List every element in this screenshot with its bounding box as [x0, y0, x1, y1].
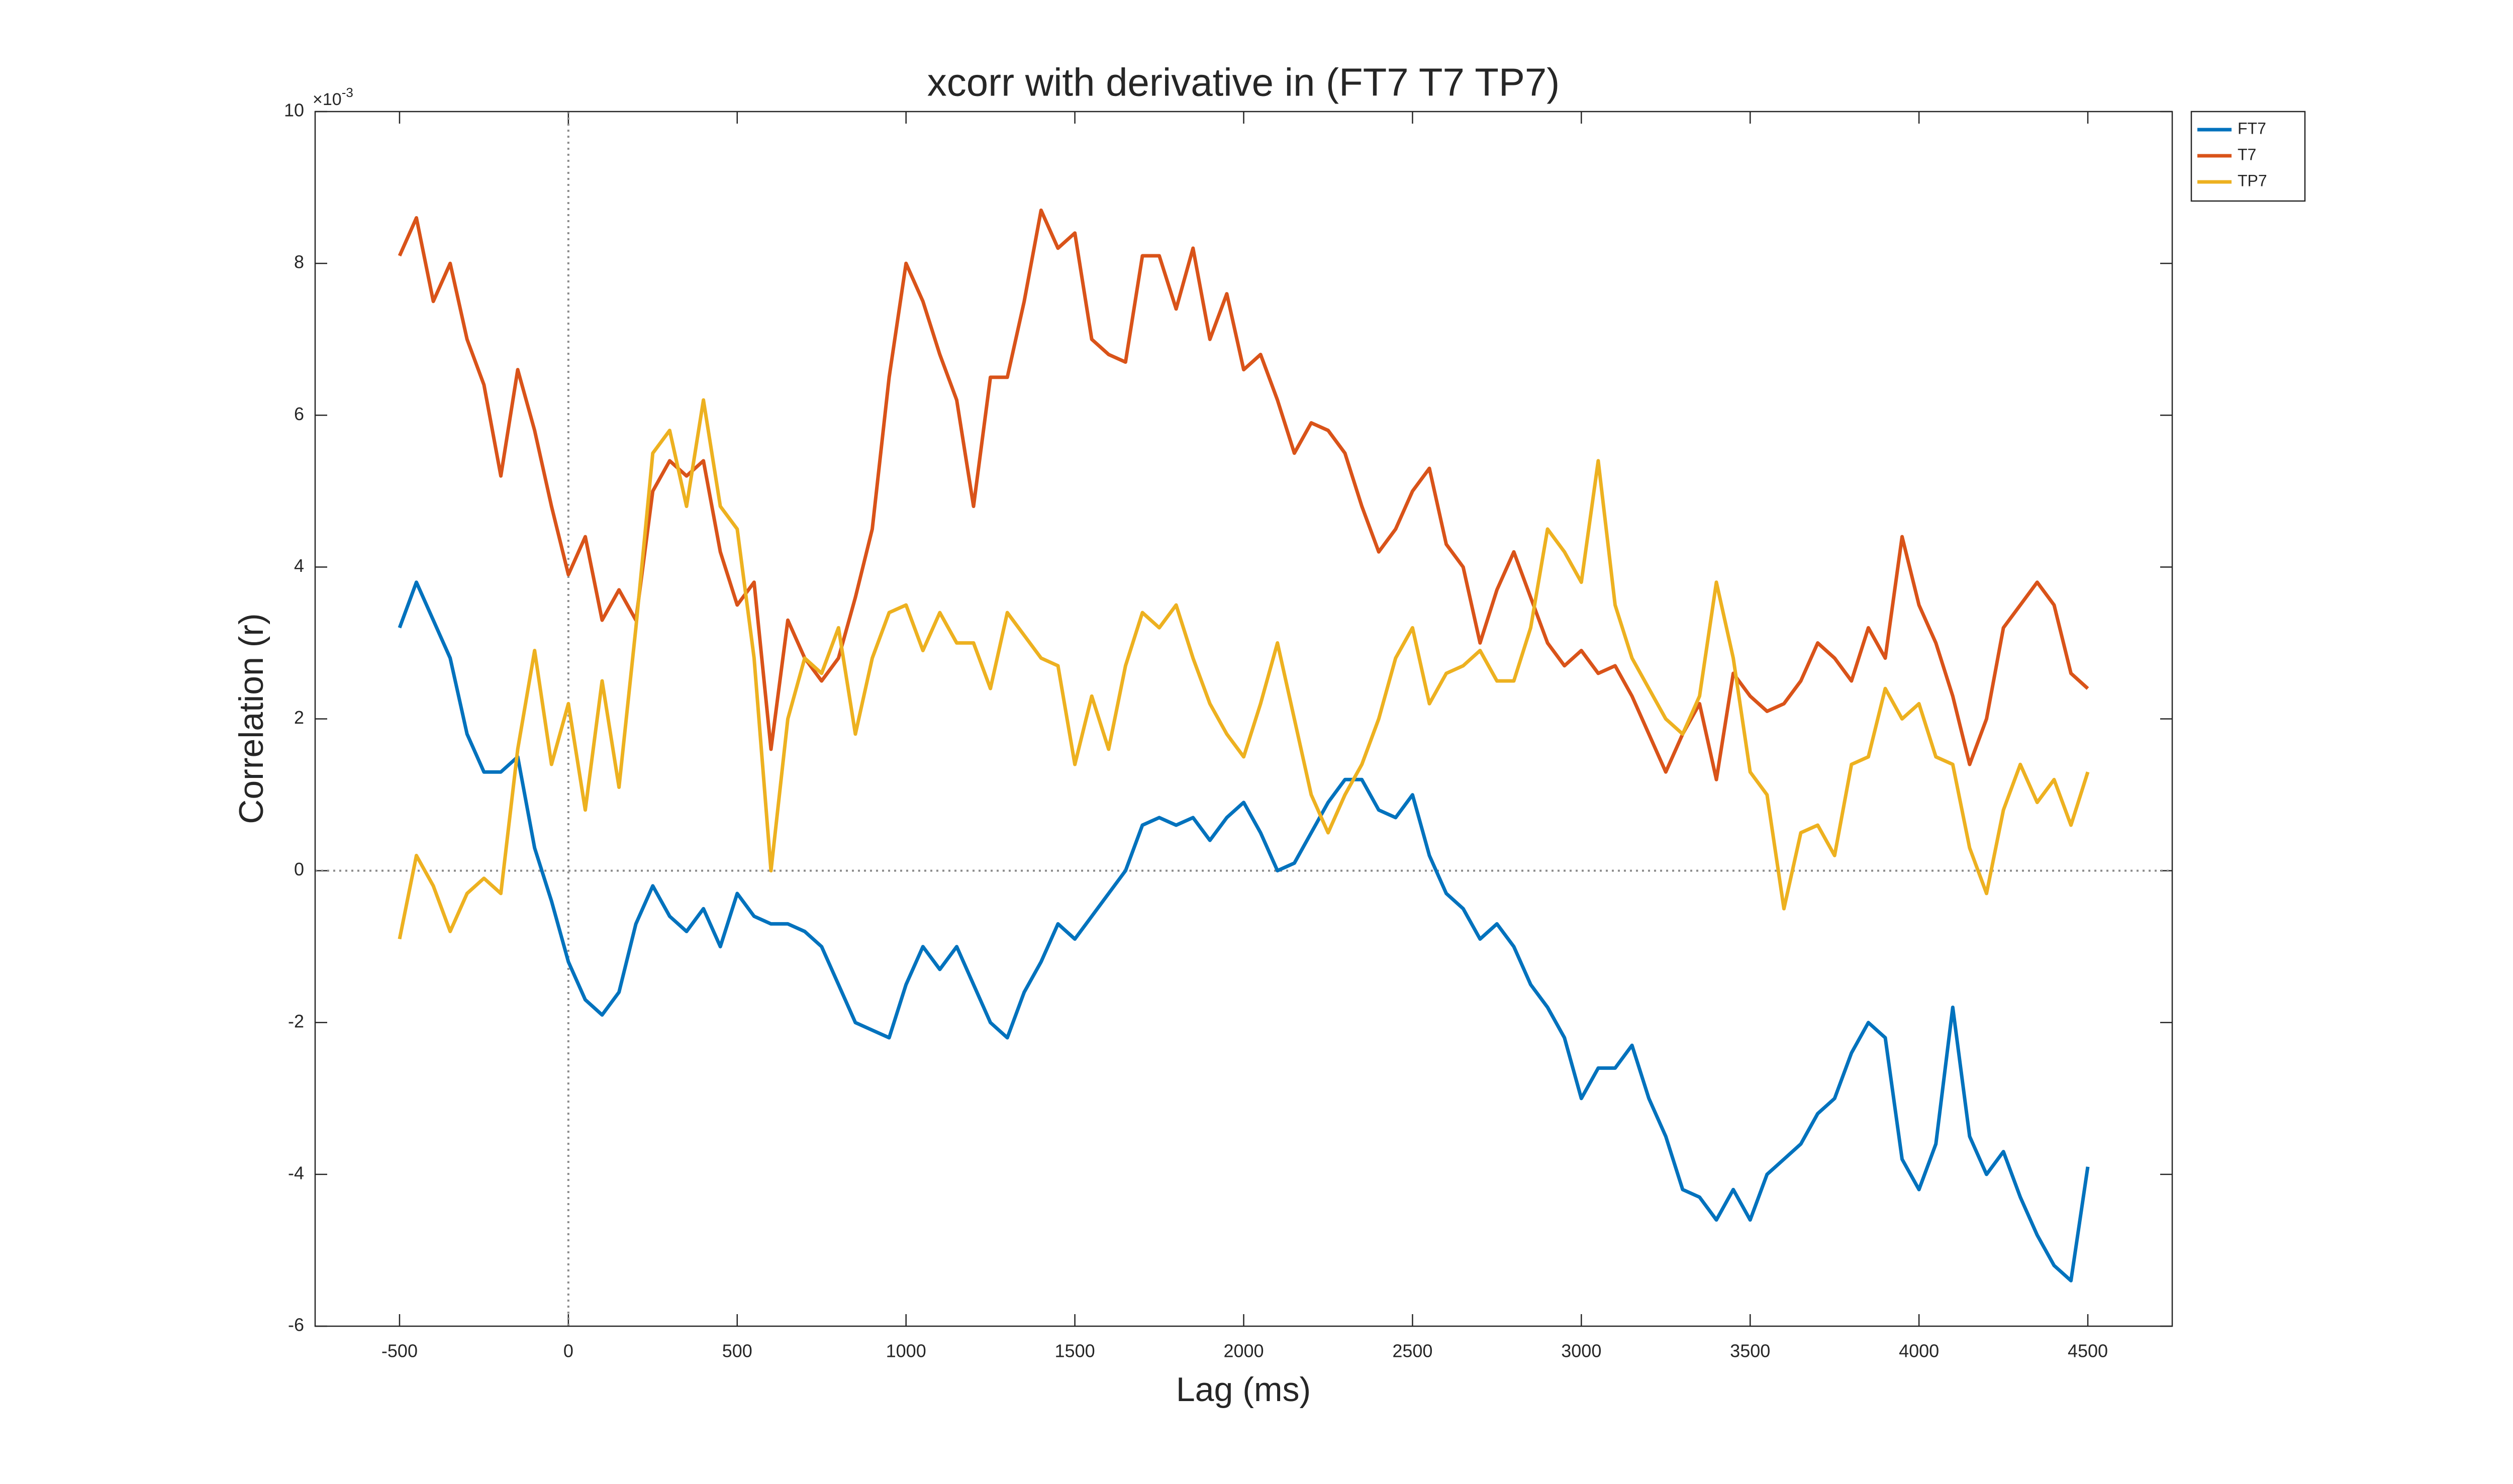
chart-title: xcorr with derivative in (FT7 T7 TP7) — [927, 60, 1560, 105]
y-axis-label: Correlation (r) — [232, 613, 270, 824]
y-tick-label: -6 — [288, 1315, 304, 1335]
y-tick-label: 6 — [294, 404, 304, 424]
y-tick-label: 2 — [294, 707, 304, 728]
x-tick-label: 1500 — [1055, 1341, 1095, 1361]
legend-label: FT7 — [2238, 119, 2266, 137]
x-tick-label: 0 — [563, 1341, 573, 1361]
series-line — [398, 398, 2090, 940]
x-axis-label: Lag (ms) — [1176, 1370, 1311, 1409]
x-tick-label: 2000 — [1223, 1341, 1264, 1361]
plot-frame — [314, 111, 2173, 1327]
series-line — [398, 208, 2089, 781]
x-tick-label: 3000 — [1561, 1341, 1601, 1361]
y-tick-label: -4 — [288, 1162, 304, 1183]
x-tick-label: 2500 — [1392, 1341, 1432, 1361]
legend-label: TP7 — [2238, 171, 2267, 189]
y-tick-label: 10 — [284, 100, 304, 121]
exponent-power: -3 — [342, 85, 353, 100]
legend-label: T7 — [2238, 145, 2256, 163]
y-tick-label: -2 — [288, 1011, 304, 1031]
x-tick-label: 1000 — [886, 1341, 926, 1361]
exponent-base: ×10 — [313, 90, 342, 109]
y-tick-label: 4 — [294, 555, 304, 576]
y-tick-label: 8 — [294, 252, 304, 272]
x-tick-label: -500 — [381, 1341, 418, 1361]
y-tick-label: 0 — [294, 859, 304, 879]
y-exponent: ×10-3 — [313, 85, 353, 109]
x-tick-label: 3500 — [1730, 1341, 1770, 1361]
x-tick-label: 4500 — [2068, 1341, 2108, 1361]
series-line — [398, 580, 2090, 1282]
x-tick-label: 500 — [722, 1341, 752, 1361]
x-tick-label: 4000 — [1899, 1341, 1939, 1361]
